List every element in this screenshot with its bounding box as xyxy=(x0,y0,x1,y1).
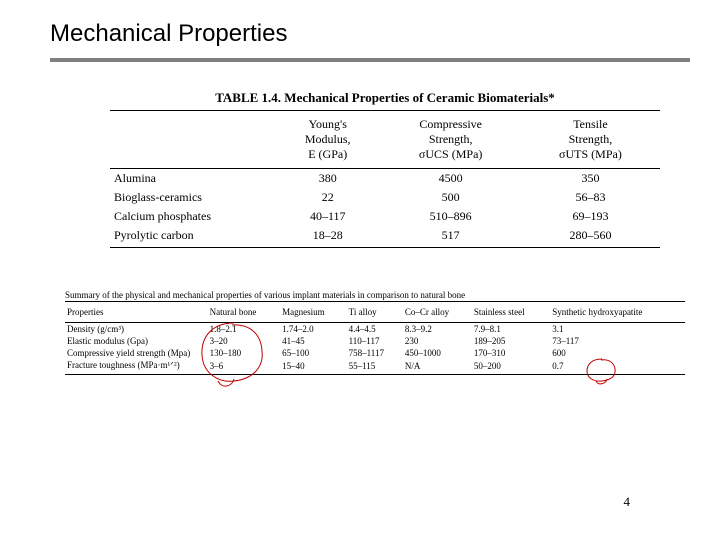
cell: 189–205 xyxy=(472,335,550,347)
table-ceramic-biomaterials: TABLE 1.4. Mechanical Properties of Cera… xyxy=(110,90,660,248)
table-row: Elastic modulus (Gpa) 3–20 41–45 110–117… xyxy=(65,335,685,347)
cell: 280–560 xyxy=(521,226,660,248)
cell: Fracture toughness (MPa·m¹ᐟ²) xyxy=(65,359,208,375)
cell: 0.7 xyxy=(550,359,685,375)
cell: 40–117 xyxy=(275,207,380,226)
cell: 170–310 xyxy=(472,347,550,359)
table-row: Calcium phosphates 40–117 510–896 69–193 xyxy=(110,207,660,226)
cell: 41–45 xyxy=(280,335,347,347)
th-line: Young'sModulus,E (GPa) xyxy=(305,117,351,161)
cell: Elastic modulus (Gpa) xyxy=(65,335,208,347)
cell: Alumina xyxy=(110,169,275,189)
cell: 50–200 xyxy=(472,359,550,375)
cell: 1.74–2.0 xyxy=(280,323,347,336)
cell: 7.9–8.1 xyxy=(472,323,550,336)
cell: Bioglass-ceramics xyxy=(110,188,275,207)
table1-header-compressive: CompressiveStrength,σUCS (MPa) xyxy=(380,111,520,169)
table2-header-natural-bone: Natural bone xyxy=(208,302,281,323)
table2-caption: Summary of the physical and mechanical p… xyxy=(65,290,685,300)
cell: 3–20 xyxy=(208,335,281,347)
cell: 500 xyxy=(380,188,520,207)
cell: 380 xyxy=(275,169,380,189)
cell: 758–1117 xyxy=(347,347,403,359)
table-row: Bioglass-ceramics 22 500 56–83 xyxy=(110,188,660,207)
page-number: 4 xyxy=(624,494,631,510)
cell: Density (g/cm³) xyxy=(65,323,208,336)
cell: 55–115 xyxy=(347,359,403,375)
cell: 18–28 xyxy=(275,226,380,248)
table1-header-young: Young'sModulus,E (GPa) xyxy=(275,111,380,169)
cell: 69–193 xyxy=(521,207,660,226)
cell: 450–1000 xyxy=(403,347,472,359)
cell: 65–100 xyxy=(280,347,347,359)
cell: 517 xyxy=(380,226,520,248)
cell: 110–117 xyxy=(347,335,403,347)
cell: Calcium phosphates xyxy=(110,207,275,226)
cell: 3.1 xyxy=(550,323,685,336)
table-implant-comparison: Summary of the physical and mechanical p… xyxy=(65,290,685,375)
cell: 600 xyxy=(550,347,685,359)
cell: 3–6 xyxy=(208,359,281,375)
cell: 73–117 xyxy=(550,335,685,347)
table2-header-stainless: Stainless steel xyxy=(472,302,550,323)
cell: 56–83 xyxy=(521,188,660,207)
table-row: Fracture toughness (MPa·m¹ᐟ²) 3–6 15–40 … xyxy=(65,359,685,375)
table1-header-material xyxy=(110,111,275,169)
table-row: Compressive yield strength (Mpa) 130–180… xyxy=(65,347,685,359)
th-line: CompressiveStrength,σUCS (MPa) xyxy=(419,117,482,161)
table-row: Density (g/cm³) 1.8–2.1 1.74–2.0 4.4–4.5… xyxy=(65,323,685,336)
cell: 4.4–4.5 xyxy=(347,323,403,336)
cell: 1.8–2.1 xyxy=(208,323,281,336)
cell: Pyrolytic carbon xyxy=(110,226,275,248)
cell: 510–896 xyxy=(380,207,520,226)
cell: 15–40 xyxy=(280,359,347,375)
cell: 230 xyxy=(403,335,472,347)
table2: Properties Natural bone Magnesium Ti all… xyxy=(65,301,685,375)
slide-page: Mechanical Properties TABLE 1.4. Mechani… xyxy=(0,0,720,540)
cell: 130–180 xyxy=(208,347,281,359)
cell: 8.3–9.2 xyxy=(403,323,472,336)
cell: N/A xyxy=(403,359,472,375)
table2-header-cocr-alloy: Co–Cr alloy xyxy=(403,302,472,323)
table2-header-properties: Properties xyxy=(65,302,208,323)
table1-header-tensile: TensileStrength,σUTS (MPa) xyxy=(521,111,660,169)
th-line: TensileStrength,σUTS (MPa) xyxy=(559,117,622,161)
title-underline xyxy=(50,58,690,62)
table1: Young'sModulus,E (GPa) CompressiveStreng… xyxy=(110,110,660,248)
cell: 350 xyxy=(521,169,660,189)
cell: 22 xyxy=(275,188,380,207)
table-row: Pyrolytic carbon 18–28 517 280–560 xyxy=(110,226,660,248)
table2-header-hydroxyapatite: Synthetic hydroxyapatite xyxy=(550,302,685,323)
table-row: Alumina 380 4500 350 xyxy=(110,169,660,189)
slide-title: Mechanical Properties xyxy=(50,20,287,48)
table1-caption: TABLE 1.4. Mechanical Properties of Cera… xyxy=(110,90,660,106)
table2-header-ti-alloy: Ti alloy xyxy=(347,302,403,323)
table2-header-magnesium: Magnesium xyxy=(280,302,347,323)
cell: Compressive yield strength (Mpa) xyxy=(65,347,208,359)
cell: 4500 xyxy=(380,169,520,189)
